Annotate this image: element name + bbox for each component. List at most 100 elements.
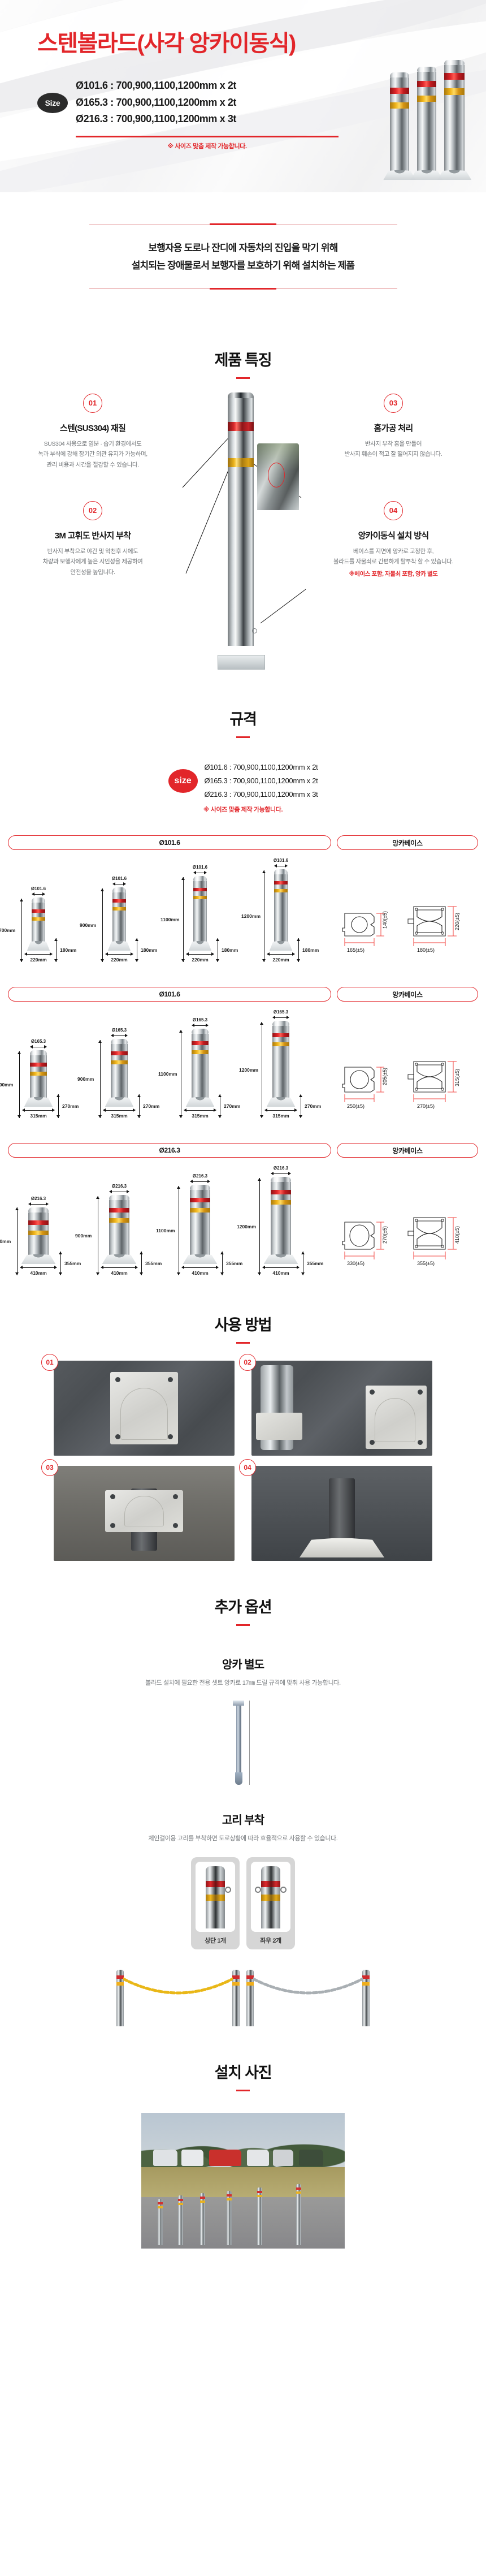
heading-dash bbox=[236, 1342, 250, 1344]
spec-base-height-label: 355mm bbox=[145, 1261, 162, 1267]
bollard-cap bbox=[206, 1866, 225, 1874]
bollard-body bbox=[390, 77, 409, 171]
feature-warning: ※베이스 포함, 자물쇠 포함, 앙카 별도 bbox=[309, 569, 478, 579]
bollard-body bbox=[417, 72, 436, 171]
hook-card-image bbox=[251, 1862, 290, 1932]
spec-base-width-label: 410mm bbox=[30, 1270, 47, 1276]
intro-divider-bottom bbox=[89, 288, 397, 289]
spec-height-label: 700mm bbox=[0, 927, 16, 934]
features-heading: 제품 특징 bbox=[0, 314, 486, 379]
bollard-illustration: Ø216.3 410mm bbox=[101, 1184, 138, 1276]
spec-block-3: Ø216.3 앙카베이스 700mm Ø216.3 bbox=[0, 1143, 478, 1279]
spec-tab-diameter[interactable]: Ø101.6 bbox=[8, 835, 331, 851]
heading-dash bbox=[236, 1624, 250, 1626]
usage-step-02: 02 bbox=[239, 1354, 432, 1456]
bollard-illustration: Ø216.3 410mm bbox=[20, 1196, 57, 1276]
spec-unit: 900mm Ø216.3 410mm bbox=[75, 1184, 163, 1276]
bollard-illustration: Ø165.3 315mm bbox=[22, 1039, 55, 1119]
hook-card-top: 상단 1개 bbox=[191, 1857, 240, 1950]
groove-detail-photo bbox=[257, 443, 299, 510]
spec-height-label: 1200mm bbox=[241, 913, 261, 920]
spec-tab-anchor-base[interactable]: 앙카베이스 bbox=[337, 1143, 478, 1158]
anchor-top-height-label: 410(±5) bbox=[454, 1226, 460, 1244]
reflector-band-yellow bbox=[261, 1895, 280, 1901]
bollard-illustration bbox=[232, 1970, 240, 2027]
feature-warning-text: ※베이스 포함, 자물쇠 포함, 앙카 별도 bbox=[349, 570, 438, 577]
spec-height-label: 900mm bbox=[75, 1233, 92, 1239]
anchor-top-height-label: 315(±5) bbox=[454, 1069, 460, 1086]
spec-body: 700mm Ø216.3 410mm bbox=[0, 1166, 478, 1279]
feature-card-03: 03 홈가공 처리 반사지 부착 홈을 만들어 반사지 훼손이 적고 잘 떨어지… bbox=[309, 393, 478, 460]
spec-base-height-label: 180mm bbox=[222, 947, 238, 953]
bollard-illustration bbox=[206, 1866, 231, 1929]
size-badge: Size bbox=[37, 92, 68, 113]
bollard-illustration: Ø101.6 220mm bbox=[267, 858, 295, 963]
spec-unit: 1200mm Ø101.6 220mm bbox=[241, 858, 320, 963]
spec-base-height-label: 270mm bbox=[62, 1103, 79, 1110]
intro-line-1: 보행자용 도로나 잔디에 자동차의 진입을 막기 위해 bbox=[148, 243, 338, 253]
installed-bollard bbox=[296, 2184, 301, 2246]
spec-base-width-label: 410mm bbox=[272, 1270, 289, 1276]
spec-tab-anchor-base[interactable]: 앙카베이스 bbox=[337, 835, 478, 851]
base-plate-photo bbox=[256, 1413, 302, 1440]
features-title: 제품 특징 bbox=[214, 351, 272, 369]
reflector-band-yellow bbox=[206, 1895, 225, 1901]
base-plate-photo-2 bbox=[366, 1386, 427, 1449]
feature-number: 02 bbox=[83, 500, 102, 520]
hero-divider bbox=[76, 136, 339, 138]
base-plate-photo bbox=[105, 1490, 183, 1533]
photo-road bbox=[141, 2197, 345, 2249]
usage-step-03: 03 bbox=[41, 1459, 235, 1561]
spec-tab-anchor-base[interactable]: 앙카베이스 bbox=[337, 987, 478, 1002]
intro-line-2: 설치되는 장애물로서 보행자를 보호하기 위해 설치하는 제품 bbox=[131, 260, 355, 271]
chain-examples bbox=[0, 1963, 486, 2027]
spec-unit: 1100mm Ø101.6 220mm bbox=[160, 865, 239, 963]
anchor-bolt-dimension-lines bbox=[249, 1701, 254, 1785]
spec-tabs: Ø101.6 앙카베이스 bbox=[8, 835, 478, 851]
reflector-band-red bbox=[390, 88, 409, 94]
spec-size-line: Ø101.6 : 700,900,1100,1200mm x 2t bbox=[204, 762, 318, 771]
spec-base-height-label: 355mm bbox=[307, 1261, 324, 1267]
anchor-base-side-view: 205(±5) 250(±5) bbox=[341, 1059, 400, 1111]
feature-card-04: 04 앙카이동식 설치 방식 베이스를 지면에 앙카로 고정한 후, 볼라드를 … bbox=[309, 500, 478, 579]
feature-number: 01 bbox=[83, 393, 102, 413]
spec-height-label: 900mm bbox=[80, 922, 97, 929]
usage-step-number: 02 bbox=[239, 1354, 256, 1371]
base-plate-photo bbox=[110, 1372, 178, 1445]
hero-custom-note: ※ 사이즈 맞춤 제작 가능합니다. bbox=[167, 143, 247, 150]
reflector-band-yellow bbox=[444, 88, 465, 95]
spec-unit: 1100mm Ø216.3 410mm bbox=[156, 1173, 244, 1276]
spec-base-width-label: 220mm bbox=[111, 957, 128, 963]
hook-cards: 상단 1개 좌우 2개 bbox=[0, 1857, 486, 1950]
spec-base-height-label: 270mm bbox=[224, 1103, 241, 1110]
hook-card-sides: 좌우 2개 bbox=[246, 1857, 295, 1950]
usage-section: 사용 방법 01 02 bbox=[0, 1279, 486, 1561]
chain-hook-ring-icon bbox=[280, 1887, 287, 1893]
anchor-option-title: 앙카 별도 bbox=[222, 1659, 264, 1672]
bollard-illustration bbox=[362, 1970, 370, 2027]
bollard-cap bbox=[390, 72, 409, 77]
hook-card-image bbox=[196, 1862, 235, 1932]
bollard-illustration: Ø101.6 220mm bbox=[186, 865, 214, 963]
usage-step-number: 04 bbox=[239, 1459, 256, 1477]
spec-base-height-label: 270mm bbox=[305, 1103, 322, 1110]
spec-tab-diameter[interactable]: Ø216.3 bbox=[8, 1143, 331, 1158]
spec-base-width-label: 315mm bbox=[192, 1113, 209, 1119]
usage-step-04: 04 bbox=[239, 1459, 432, 1561]
anchor-bolt-icon bbox=[231, 1701, 246, 1785]
spec-tab-diameter[interactable]: Ø101.6 bbox=[8, 987, 331, 1002]
usage-step-number: 01 bbox=[41, 1354, 58, 1371]
install-photo-wrap bbox=[0, 2113, 486, 2282]
bollard-illustration bbox=[437, 60, 472, 180]
hero-size-line: Ø216.3 : 700,900,1100,1200mm x 3t bbox=[76, 113, 237, 125]
bollard-cap bbox=[444, 60, 465, 65]
installed-bollard bbox=[200, 2193, 206, 2246]
features-section: 제품 특징 bbox=[0, 314, 486, 688]
anchor-base-top-view: 220(±5) 180(±5) bbox=[407, 903, 474, 955]
features-grid: 01 스텐(SUS304) 재질 SUS304 사용으로 염분 · 습기 환경에… bbox=[0, 392, 486, 688]
install-title: 설치 사진 bbox=[214, 2064, 272, 2082]
spec-section: 규격 size Ø101.6 : 700,900,1100,1200mm x 2… bbox=[0, 673, 486, 1279]
spec-height-label: 1100mm bbox=[156, 1228, 175, 1234]
anchor-side-height-label: 270(±5) bbox=[382, 1226, 388, 1244]
hero-size-row: Size Ø101.6 : 700,900,1100,1200mm x 2t Ø… bbox=[37, 77, 486, 128]
